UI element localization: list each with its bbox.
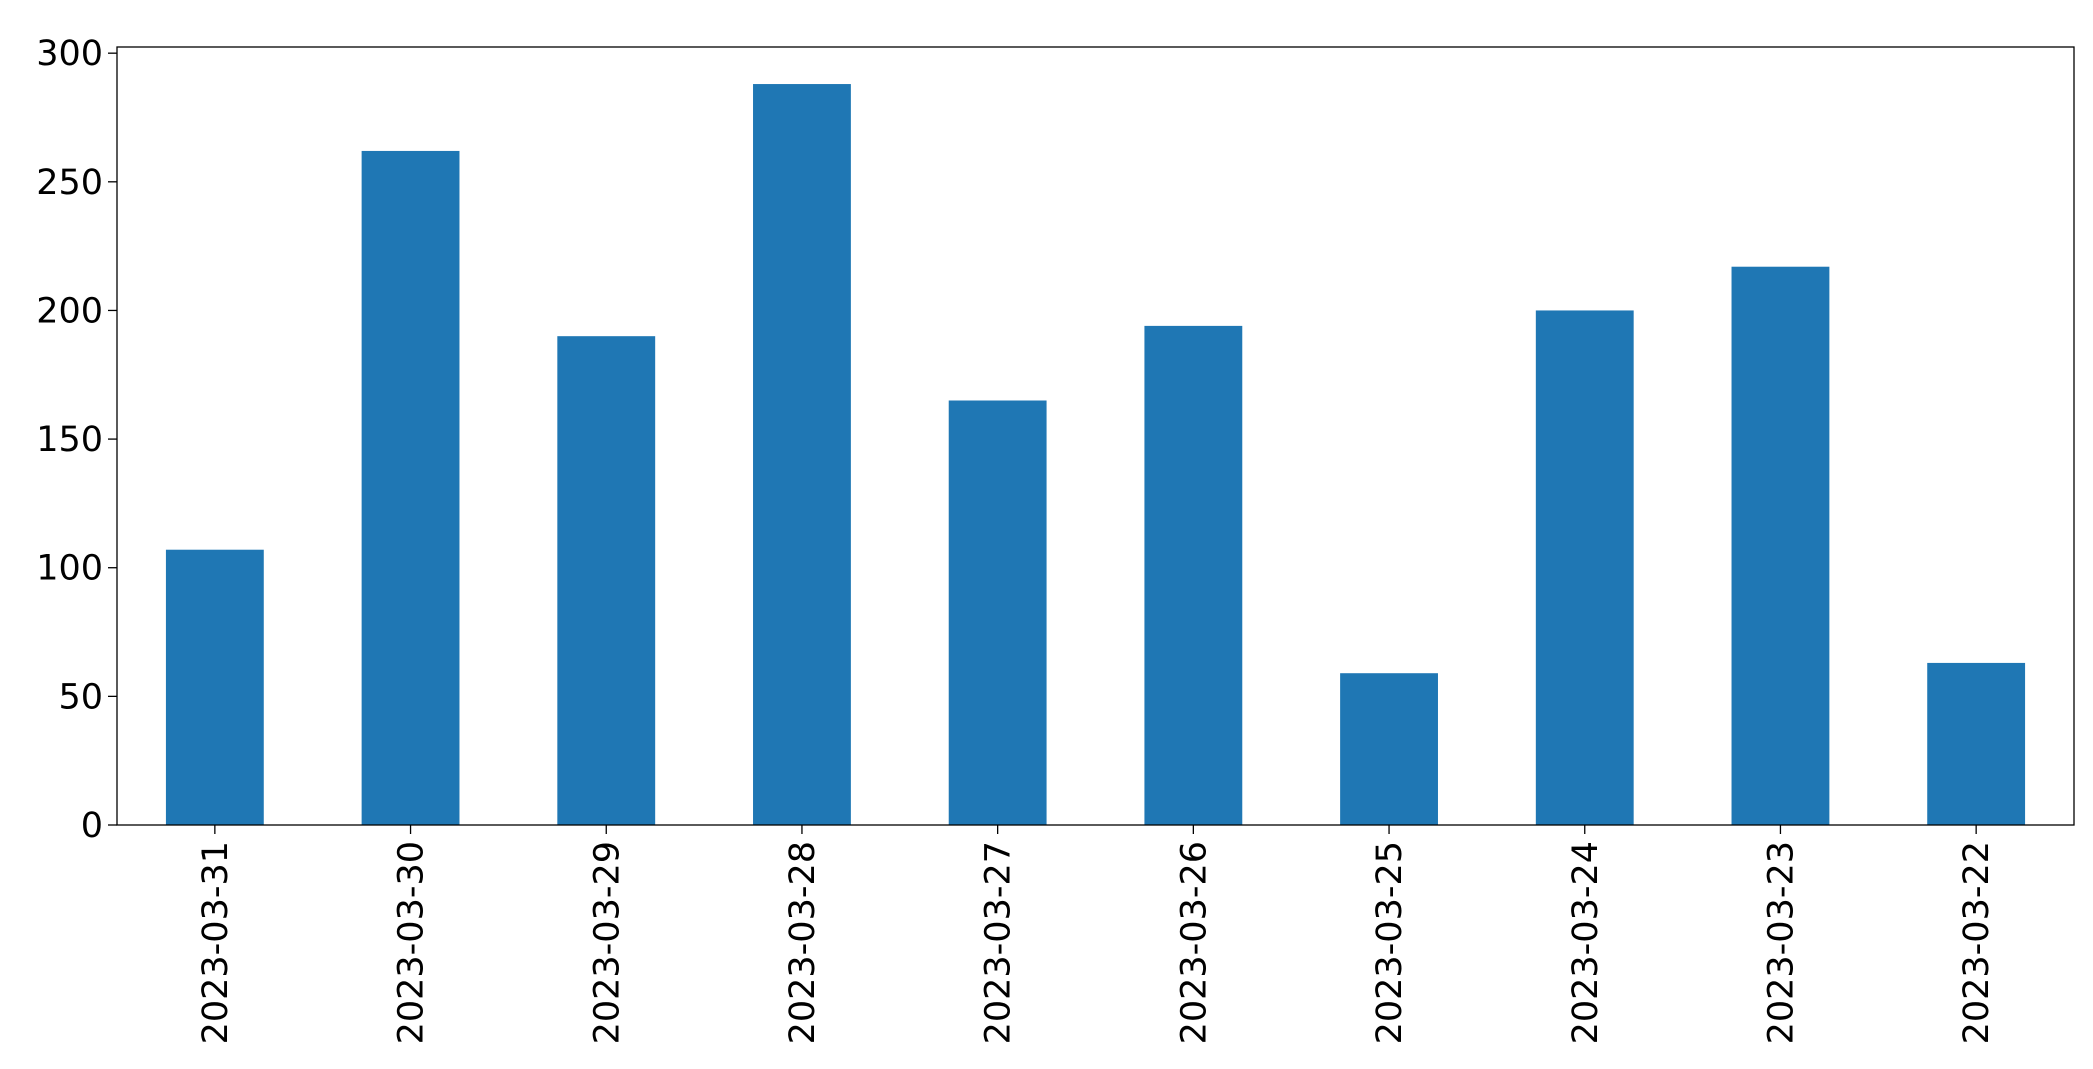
y-tick-label: 300 [36, 34, 103, 74]
bar [1144, 325, 1243, 825]
x-tick-label: 2023-03-28 [783, 841, 823, 1044]
x-tick-label: 2023-03-23 [1761, 841, 1801, 1044]
y-tick-label: 200 [36, 291, 103, 331]
x-tick-label: 2023-03-26 [1174, 841, 1214, 1044]
y-tick-label: 100 [36, 549, 103, 589]
bar [165, 549, 264, 825]
x-tick-label: 2023-03-31 [196, 841, 236, 1044]
x-tick-label: 2023-03-30 [392, 841, 432, 1044]
x-tick-label: 2023-03-25 [1370, 841, 1410, 1044]
bar [753, 84, 851, 826]
x-tick-label: 2023-03-27 [979, 841, 1019, 1044]
x-tick-label: 2023-03-29 [587, 841, 627, 1044]
x-tick-label: 2023-03-24 [1566, 841, 1606, 1044]
bar [361, 150, 460, 825]
bar [948, 400, 1047, 825]
y-tick-label: 150 [36, 420, 103, 460]
y-tick-label: 50 [58, 677, 103, 717]
plot-frame [116, 46, 2075, 826]
x-tick-label: 2023-03-22 [1957, 841, 1997, 1044]
bar [1340, 673, 1438, 825]
y-tick-label: 0 [81, 806, 103, 846]
bar [1927, 662, 2026, 825]
y-tick-label: 250 [36, 163, 103, 203]
bar [1731, 266, 1830, 825]
bar [1535, 310, 1634, 826]
bar [557, 336, 656, 825]
